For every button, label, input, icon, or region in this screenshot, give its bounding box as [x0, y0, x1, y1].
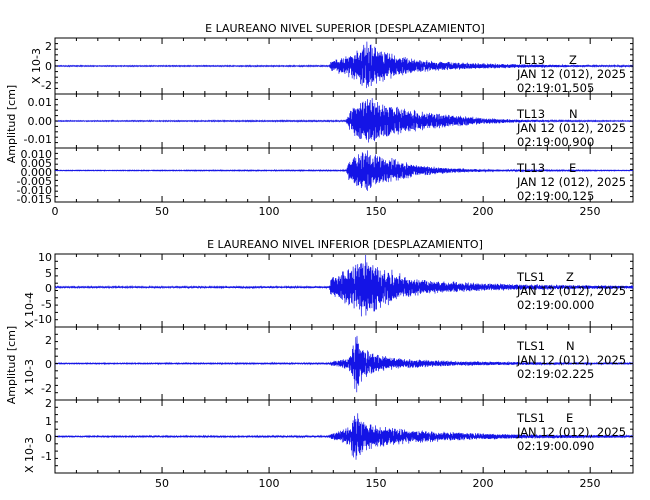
y-tick-label: 2: [45, 397, 52, 410]
x-tick-label: 100: [259, 477, 280, 490]
x-tick-label: 200: [473, 477, 494, 490]
component-label: Z: [566, 270, 574, 284]
y-tick-label: 1: [45, 415, 52, 428]
y-tick-label: -0.015: [17, 193, 52, 206]
time-label: 02:19:00.900: [517, 135, 594, 149]
waveform-trace: [54, 255, 634, 317]
time-label: 02:19:01.505: [517, 81, 594, 95]
y-tick-label: 0.000: [21, 166, 53, 179]
date-label: JAN 12 (012), 2025: [516, 175, 626, 189]
component-label: Z: [569, 53, 577, 67]
scale-label: X 10-3: [23, 359, 36, 395]
y-tick-label: 0: [45, 60, 52, 73]
waveform-trace: [54, 335, 634, 393]
y-tick-label: -10: [34, 313, 52, 326]
x-tick-label: 150: [366, 477, 387, 490]
scale-label: X 10-4: [23, 292, 36, 328]
y-tick-label: 2: [45, 334, 52, 347]
station-label: TLS1: [516, 339, 545, 353]
y-tick-label: 10: [38, 251, 52, 264]
y-tick-label: 5: [45, 267, 52, 280]
waveform-trace: [54, 150, 634, 191]
x-tick-label: 100: [259, 205, 280, 218]
date-label: JAN 12 (012), 2025: [516, 121, 626, 135]
scale-label: X 10-3: [30, 48, 43, 84]
date-label: JAN 12 (012), 2025: [516, 284, 626, 298]
y-tick-label: 0.010: [21, 148, 53, 161]
time-label: 02:19:00.000: [517, 298, 594, 312]
station-label: TL13: [516, 161, 545, 175]
y-tick-label: 0.01: [28, 96, 53, 109]
y-tick-label: 0.005: [21, 157, 53, 170]
time-label: 02:19:00.090: [517, 439, 594, 453]
waveform-trace: [54, 41, 634, 89]
component-label: E: [569, 161, 576, 175]
x-tick-label: 0: [52, 205, 59, 218]
x-axis-ticks: 50 100 150 200 250: [155, 477, 601, 490]
x-tick-label: 250: [580, 205, 601, 218]
component-label: N: [569, 107, 578, 121]
y-tick-label: -5: [41, 298, 52, 311]
channel-panel: 0.01 0.00 -0.01 TL13 N JAN 12 (012), 202…: [24, 93, 634, 149]
x-tick-label: 250: [580, 477, 601, 490]
axis-tick-marks: [54, 38, 634, 473]
y-axis-label: Amplitud [cm]: [5, 85, 18, 163]
component-label: E: [566, 411, 573, 425]
y-tick-label: -1: [41, 450, 52, 463]
y-axis-label: Amplitud [cm]: [5, 326, 18, 404]
scale-label: X 10-3: [23, 437, 36, 473]
station-label: TL13: [516, 53, 545, 67]
time-label: 02:19:00.125: [517, 189, 594, 203]
y-tick-label: 2: [45, 40, 52, 53]
y-tick-label: 0: [45, 282, 52, 295]
chart-upper: E LAUREANO NIVEL SUPERIOR [DESPLAZAMIENT…: [5, 22, 634, 218]
station-label: TL13: [516, 107, 545, 121]
station-label: TLS1: [516, 270, 545, 284]
channel-panel: X 10-3 2 1 0 -1 TLS1 E JAN 12 (012), 202…: [23, 397, 634, 474]
chart-title: E LAUREANO NIVEL SUPERIOR [DESPLAZAMIENT…: [205, 22, 485, 35]
y-tick-label: -0.005: [17, 175, 52, 188]
y-tick-label: 0: [45, 432, 52, 445]
x-axis-ticks: 0 50 100 150 200 250: [52, 205, 601, 218]
waveform-trace: [54, 413, 634, 460]
y-tick-label: 0.00: [28, 115, 53, 128]
y-tick-label: -0.010: [17, 184, 52, 197]
date-label: JAN 12 (012), 2025: [516, 353, 626, 367]
y-tick-label: -2: [41, 79, 52, 92]
component-label: N: [566, 339, 575, 353]
y-tick-label: -2: [41, 382, 52, 395]
chart-lower: E LAUREANO NIVEL INFERIOR [DESPLAZAMIENT…: [5, 238, 634, 490]
date-label: JAN 12 (012), 2025: [516, 425, 626, 439]
channel-panel: X 10-4 10 5 0 -5 -10 TLS1 Z JAN 12 (012)…: [23, 251, 634, 328]
channel-panel: X 10-3 2 0 -2 TL13 Z JAN 12 (012), 2025 …: [30, 37, 634, 95]
x-tick-label: 50: [155, 205, 169, 218]
x-tick-label: 200: [473, 205, 494, 218]
channel-panel: X 10-3 2 0 -2 TLS1 N JAN 12 (012), 2025 …: [23, 326, 634, 401]
y-tick-label: 0: [45, 358, 52, 371]
time-label: 02:19:02.225: [517, 367, 594, 381]
chart-title: E LAUREANO NIVEL INFERIOR [DESPLAZAMIENT…: [207, 238, 483, 251]
waveform-trace: [54, 98, 634, 143]
date-label: JAN 12 (012), 2025: [516, 67, 626, 81]
x-tick-label: 150: [366, 205, 387, 218]
station-label: TLS1: [516, 411, 545, 425]
y-tick-label: -0.01: [24, 133, 52, 146]
channel-panel: 0.010 0.005 0.000 -0.005 -0.010 -0.015 T…: [17, 147, 634, 206]
x-tick-label: 50: [155, 477, 169, 490]
